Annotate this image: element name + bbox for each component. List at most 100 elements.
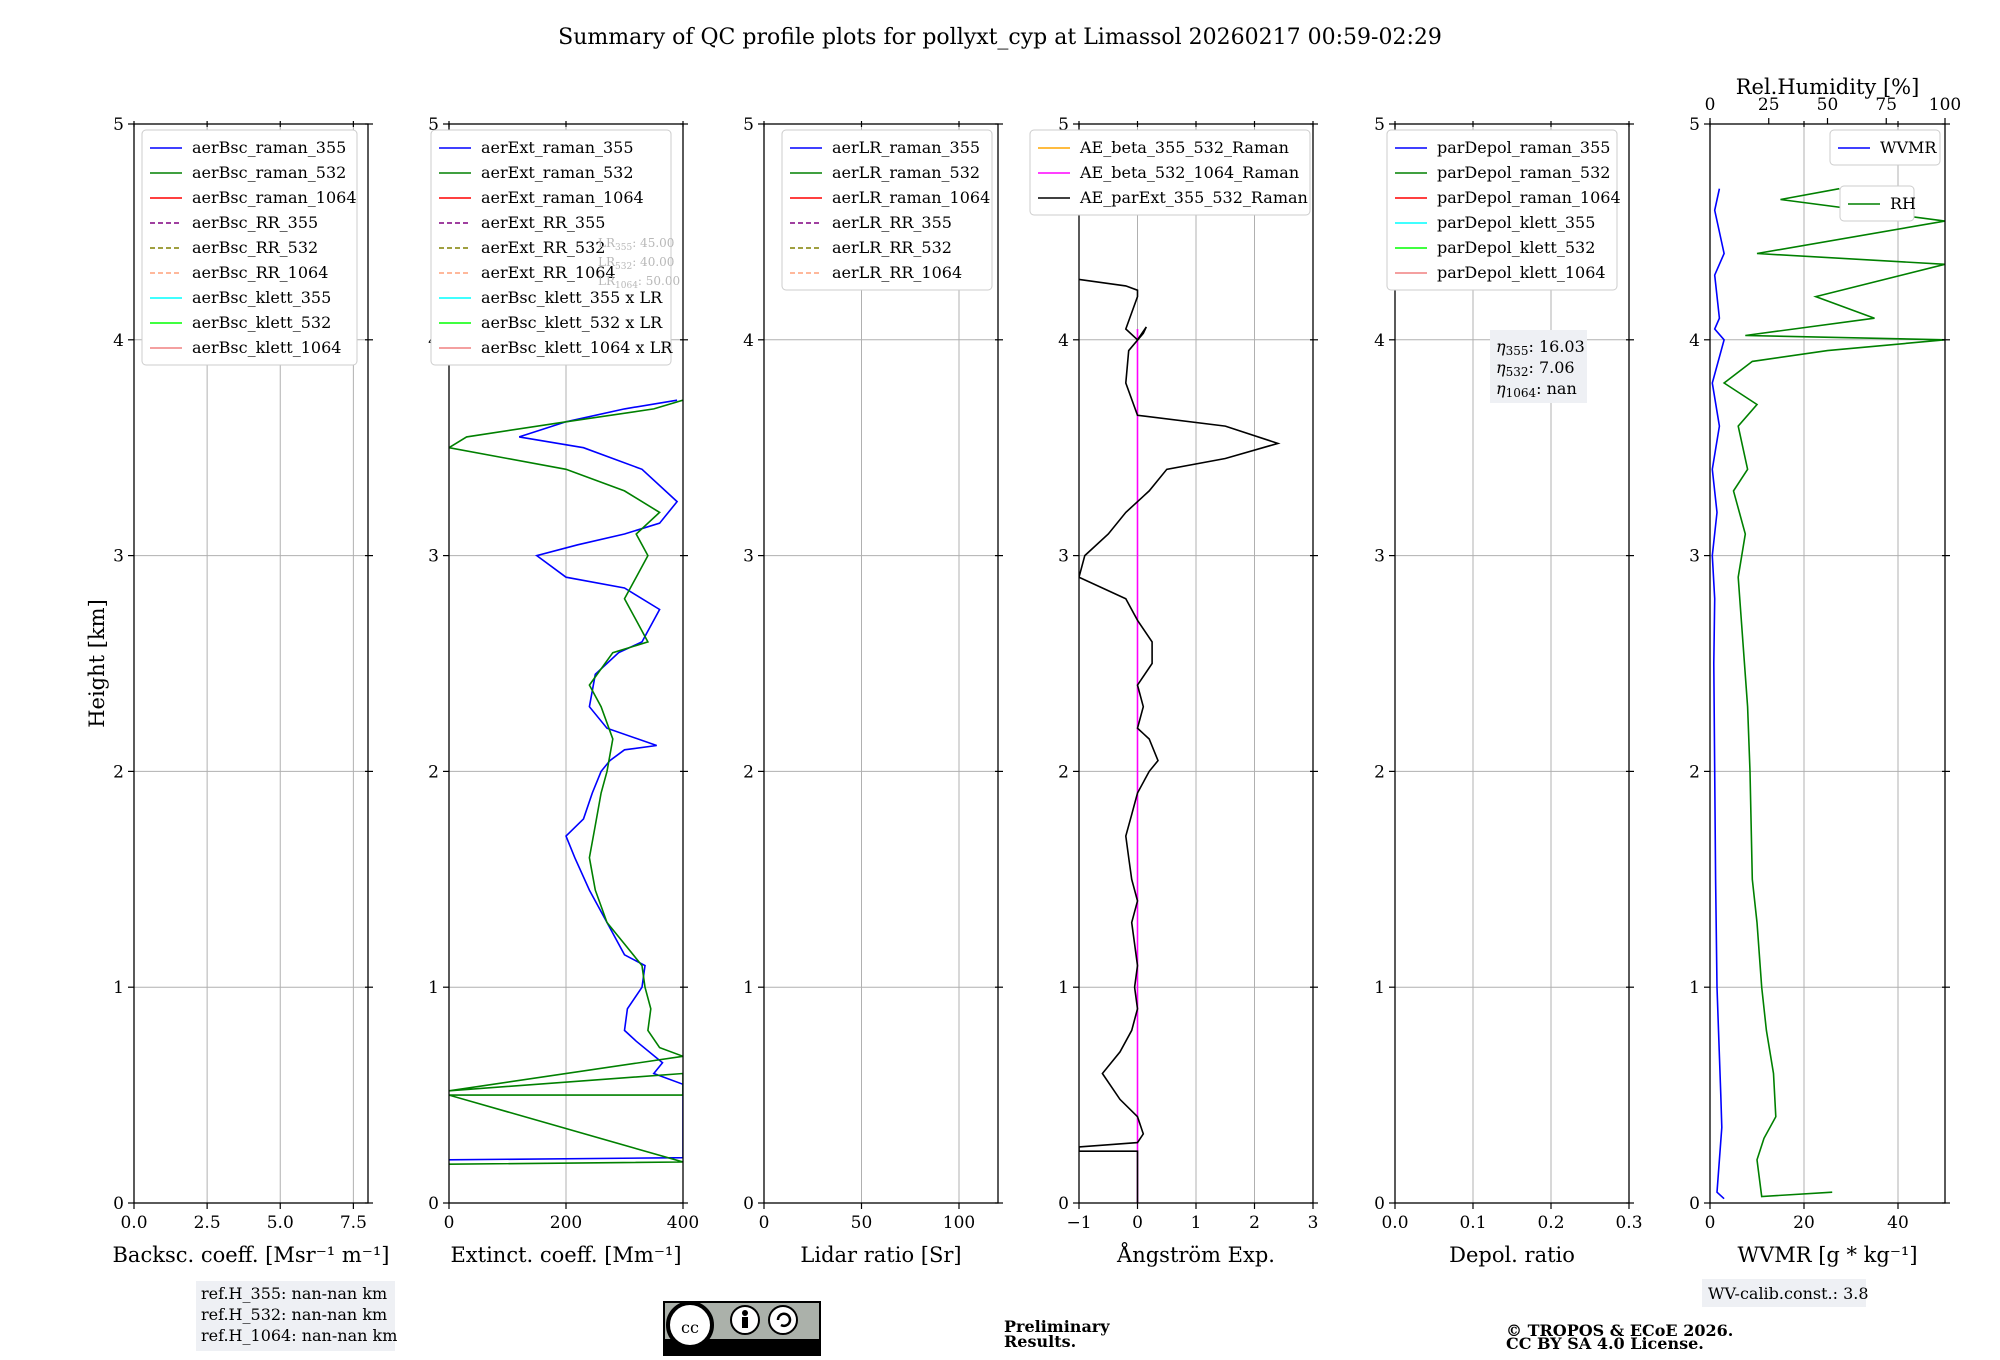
top-tick-label: 25 xyxy=(1758,95,1780,115)
x-tick-label: 40 xyxy=(1887,1213,1909,1233)
y-tick-label: 2 xyxy=(1374,762,1385,782)
legend-label: aerBsc_klett_532 x LR xyxy=(481,313,663,332)
legend-label: aerExt_RR_1064 xyxy=(481,263,616,282)
y-tick-label: 3 xyxy=(1058,547,1069,567)
x-tick-label: 50 xyxy=(851,1213,873,1233)
x-tick-label: 0.1 xyxy=(1459,1213,1486,1233)
sa-label: SA xyxy=(772,1337,793,1356)
x-tick-label: 100 xyxy=(943,1213,975,1233)
y-tick-label: 0 xyxy=(1058,1194,1069,1214)
y-tick-label: 3 xyxy=(428,547,439,567)
top-tick-label: 50 xyxy=(1817,95,1839,115)
panels: 0 1 2 3 4 5 0.0 2.5 5.0 7.5 Backsc. coeff. [Msr⁻¹ … xyxy=(85,75,1961,1267)
ref-height-text: ref.H_532: nan-nan km xyxy=(201,1305,387,1324)
figure-title: Summary of QC profile plots for pollyxt_… xyxy=(558,25,1442,50)
cc-license-badge: cc BY SA xyxy=(663,1301,821,1356)
ref-height-text: ref.H_355: nan-nan km xyxy=(201,1284,387,1303)
legend-label: aerBsc_klett_355 xyxy=(192,288,331,307)
top-axis-label: Rel.Humidity [%] xyxy=(1736,75,1920,99)
legend-label: aerBsc_klett_1064 xyxy=(192,338,341,357)
y-tick-label: 4 xyxy=(113,331,124,351)
legend-label: parDepol_raman_355 xyxy=(1437,138,1610,157)
legend-frame xyxy=(1829,129,1941,166)
x-tick-label: 200 xyxy=(550,1213,582,1233)
legend-label: aerExt_RR_355 xyxy=(481,213,605,232)
legend-label: parDepol_raman_532 xyxy=(1437,163,1610,182)
eta-value: η355: 16.03 xyxy=(1496,337,1585,358)
wv-calib-bg xyxy=(1702,1279,1866,1307)
x-tick-label: 20 xyxy=(1793,1213,1815,1233)
series-RH xyxy=(1722,187,1945,1198)
legend-label: aerBsc_klett_1064 x LR xyxy=(481,338,673,357)
y-tick-label: 1 xyxy=(1689,978,1700,998)
x-tick-label: 2 xyxy=(1249,1213,1260,1233)
sa-icon-arc xyxy=(776,1312,792,1327)
x-axis-label: Extinct. coeff. [Mm⁻¹] xyxy=(450,1243,681,1267)
copyright-text: © TROPOS & ECoE 2026. xyxy=(1506,1321,1733,1340)
panel-backscatter: 0 1 2 3 4 5 0.0 2.5 5.0 7.5 Backsc. coeff. [Msr⁻¹ … xyxy=(85,115,389,1267)
y-tick-label: 1 xyxy=(113,978,124,998)
cc-icon-text: cc xyxy=(681,1318,699,1337)
x-tick-label: 400 xyxy=(667,1213,699,1233)
legend-label: AE_parExt_355_532_Raman xyxy=(1079,188,1308,207)
legend-label: AE_beta_355_532_Raman xyxy=(1079,138,1289,157)
legend-label: parDepol_klett_532 xyxy=(1437,238,1595,257)
legend-label: aerBsc_RR_532 xyxy=(192,238,318,257)
x-tick-label: 3 xyxy=(1308,1213,1319,1233)
legend-label: aerLR_RR_532 xyxy=(832,238,952,257)
cc-icon xyxy=(666,1301,714,1349)
x-axis-label: Ångström Exp. xyxy=(1116,1242,1275,1267)
eta-box-bg xyxy=(1490,330,1587,403)
by-icon-head xyxy=(742,1310,748,1316)
y-tick-label: 2 xyxy=(113,762,124,782)
legend-label: aerExt_raman_355 xyxy=(481,138,634,157)
x-tick-label: 0 xyxy=(759,1213,770,1233)
series-WVMR xyxy=(1711,188,1725,1200)
eta-value: η532: 7.06 xyxy=(1496,358,1575,379)
axes-frame xyxy=(133,123,369,1204)
y-axis-label: Height [km] xyxy=(85,599,109,728)
y-tick-label: 0 xyxy=(743,1194,754,1214)
ref-box-bg xyxy=(196,1281,395,1351)
legend-label: aerBsc_RR_1064 xyxy=(192,263,328,282)
by-label: BY xyxy=(735,1337,755,1356)
legend-label: aerLR_RR_1064 xyxy=(832,263,962,282)
legend-label: aerBsc_raman_532 xyxy=(192,163,346,182)
legend-depol: parDepol_raman_355 parDepol_raman_532 parD… xyxy=(1386,129,1621,291)
x-tick-label: 5.0 xyxy=(267,1213,294,1233)
legend-angstrom: AE_beta_355_532_Raman AE_beta_532_1064_Ra… xyxy=(1029,129,1311,216)
axes-frame xyxy=(1394,123,1630,1204)
preliminary-text: Preliminary xyxy=(1004,1317,1110,1336)
y-tick-label: 3 xyxy=(1374,547,1385,567)
x-tick-label: 0.2 xyxy=(1537,1213,1564,1233)
sa-icon xyxy=(768,1305,798,1335)
legend-label: aerExt_raman_532 xyxy=(481,163,634,182)
y-tick-label: 1 xyxy=(428,978,439,998)
legend-label: aerBsc_raman_355 xyxy=(192,138,346,157)
x-tick-label: 0.0 xyxy=(1381,1213,1408,1233)
legend-label: aerExt_RR_532 xyxy=(481,238,605,257)
x-tick-label: 7.5 xyxy=(340,1213,367,1233)
legend-label: aerBsc_klett_355 x LR xyxy=(481,288,663,307)
wv-calib-box: WV-calib.const.: 3.8 xyxy=(1702,1279,1869,1307)
x-tick-label: −1 xyxy=(1066,1213,1091,1233)
y-tick-label: 1 xyxy=(743,978,754,998)
y-tick-label: 1 xyxy=(1058,978,1069,998)
y-tick-label: 4 xyxy=(1058,331,1069,351)
x-axis-label: Lidar ratio [Sr] xyxy=(800,1243,961,1267)
legend-label: aerBsc_raman_1064 xyxy=(192,188,357,207)
x-tick-label: 2.5 xyxy=(194,1213,221,1233)
ref-height-text: ref.H_1064: nan-nan km xyxy=(201,1326,397,1345)
panel-extinction: 0123450200400Extinct. coeff. [Mm⁻¹]aerEx… xyxy=(428,115,699,1267)
legend-frame xyxy=(141,129,358,366)
top-tick-label: 0 xyxy=(1705,95,1716,115)
wv-calib-text: WV-calib.const.: 3.8 xyxy=(1708,1284,1869,1303)
legend-label: aerExt_raman_1064 xyxy=(481,188,644,207)
x-tick-label: 0 xyxy=(1132,1213,1143,1233)
eta-value: η1064: nan xyxy=(1496,379,1577,400)
footer: ref.H_355: nan-nan km ref.H_532: nan-nan … xyxy=(196,1279,1869,1356)
lr-annotation: LR1064: 50.00 xyxy=(598,274,680,291)
